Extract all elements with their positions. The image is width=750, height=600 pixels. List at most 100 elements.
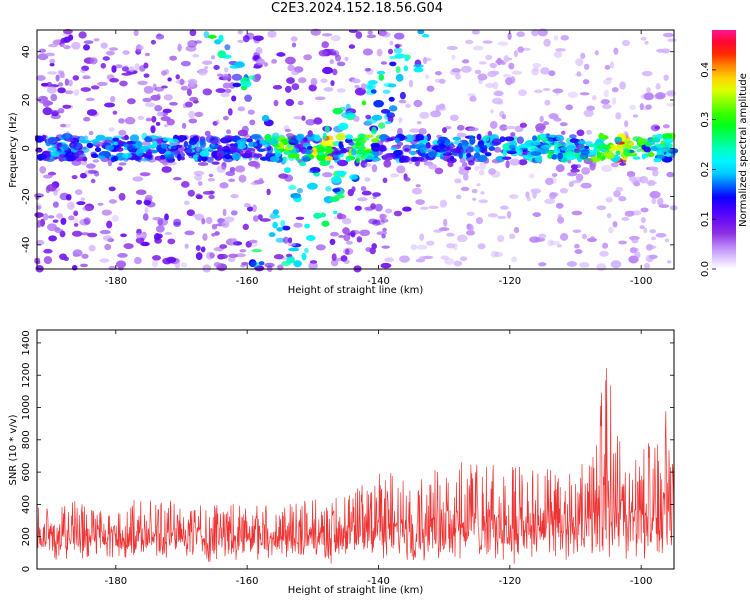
heatmap-x-ticks: -180 -160 -140 -120 -100 xyxy=(104,30,653,287)
heatmap-cell xyxy=(237,29,243,35)
heatmap-cell xyxy=(510,132,516,137)
heatmap-cell xyxy=(187,78,198,85)
heatmap-cell xyxy=(599,250,609,257)
heatmap-cell xyxy=(164,232,173,235)
heatmap-cell xyxy=(572,229,582,233)
heatmap-cell xyxy=(559,122,568,127)
heatmap-cell xyxy=(418,139,429,144)
heatmap-cell xyxy=(646,87,651,93)
heatmap-cell xyxy=(301,115,306,121)
heatmap-cell xyxy=(411,187,423,195)
heatmap-cell xyxy=(532,190,537,199)
heatmap-cell xyxy=(63,36,71,43)
heatmap-cell xyxy=(274,150,282,158)
heatmap-cell xyxy=(400,155,406,163)
heatmap-cell xyxy=(117,166,123,171)
heatmap-cell xyxy=(394,137,400,143)
colorbar: 0.0 0.1 0.2 0.3 0.4 Normalized spectral ampl… xyxy=(700,30,749,277)
snr-y-axis-label: SNR (10 * v/v) xyxy=(8,414,19,485)
heatmap-cell xyxy=(606,213,612,219)
heatmap-cell xyxy=(83,217,91,225)
heatmap-cell xyxy=(471,188,478,194)
heatmap-cell xyxy=(360,186,367,192)
heatmap-cell xyxy=(48,235,57,242)
heatmap-cell xyxy=(152,140,158,147)
heatmap-cell xyxy=(661,48,670,54)
heatmap-cell xyxy=(399,255,410,263)
heatmap-cell xyxy=(164,124,169,128)
heatmap-cell xyxy=(152,260,159,268)
heatmap-cell xyxy=(223,216,235,223)
heatmap-cell xyxy=(532,212,541,218)
heatmap-cell xyxy=(525,191,530,199)
heatmap-cell xyxy=(539,115,544,123)
heatmap-cell xyxy=(465,39,474,45)
heatmap-cell xyxy=(586,130,592,135)
heatmap-cell xyxy=(342,217,352,225)
heatmap-cell xyxy=(544,99,551,106)
heatmap-cell xyxy=(108,127,115,132)
heatmap-cell xyxy=(423,135,428,141)
heatmap-cell xyxy=(143,86,154,94)
heatmap-cell xyxy=(411,187,423,195)
heatmap-cell xyxy=(372,114,382,121)
heatmap-cell xyxy=(154,86,164,92)
heatmap-cell xyxy=(282,156,288,163)
heatmap-cell xyxy=(102,56,111,61)
heatmap-cell xyxy=(442,152,453,156)
heatmap-cell xyxy=(416,244,428,250)
heatmap-cell xyxy=(423,161,434,166)
heatmap-cell xyxy=(380,218,389,223)
heatmap-cell xyxy=(492,81,499,90)
heatmap-cell xyxy=(354,85,360,89)
heatmap-cell xyxy=(513,50,518,58)
heatmap-cell xyxy=(351,148,357,156)
heatmap-cell xyxy=(516,136,525,144)
heatmap-cell xyxy=(287,145,292,149)
heatmap-cell xyxy=(175,74,180,80)
heatmap-cell xyxy=(338,141,343,149)
heatmap-cell xyxy=(596,151,601,159)
heatmap-cell xyxy=(253,153,263,158)
heatmap-cell xyxy=(646,181,658,185)
heatmap-cell xyxy=(160,154,166,160)
heatmap-cell xyxy=(278,173,289,179)
heatmap-cell xyxy=(276,52,286,57)
heatmap-cell xyxy=(479,162,486,170)
heatmap-cell xyxy=(351,78,361,84)
heatmap-cell xyxy=(296,133,305,139)
heatmap-cell xyxy=(511,70,523,75)
heatmap-cell xyxy=(565,104,573,111)
heatmap-cell xyxy=(48,171,56,176)
heatmap-cell xyxy=(545,177,554,185)
heatmap-cell xyxy=(469,136,476,145)
heatmap-cell xyxy=(236,139,247,146)
heatmap-cell xyxy=(345,134,353,140)
heatmap-cell xyxy=(80,263,88,268)
heatmap-cell xyxy=(423,56,428,65)
heatmap-cell xyxy=(458,151,463,159)
heatmap-cell xyxy=(487,131,493,137)
heatmap-cell xyxy=(560,35,569,41)
heatmap-cell xyxy=(649,229,656,234)
heatmap-cell xyxy=(614,136,623,144)
heatmap-cell xyxy=(632,156,641,160)
heatmap-cell xyxy=(136,199,142,205)
heatmap-cell xyxy=(426,85,435,92)
heatmap-cell xyxy=(59,230,66,238)
heatmap-cell xyxy=(530,188,542,194)
heatmap-cell xyxy=(246,138,253,143)
heatmap-cell xyxy=(440,255,450,260)
heatmap-cell xyxy=(603,89,609,98)
heatmap-cell xyxy=(434,78,442,83)
heatmap-cell xyxy=(567,91,579,98)
heatmap-cell xyxy=(231,95,237,102)
heatmap-cell xyxy=(560,233,569,241)
heatmap-cell xyxy=(442,127,447,133)
heatmap-cell xyxy=(321,41,329,49)
heatmap-cell xyxy=(509,194,519,200)
heatmap-cell xyxy=(488,168,496,175)
heatmap-cell xyxy=(88,169,98,174)
heatmap-cell xyxy=(221,221,230,228)
heatmap-cell xyxy=(83,116,91,122)
